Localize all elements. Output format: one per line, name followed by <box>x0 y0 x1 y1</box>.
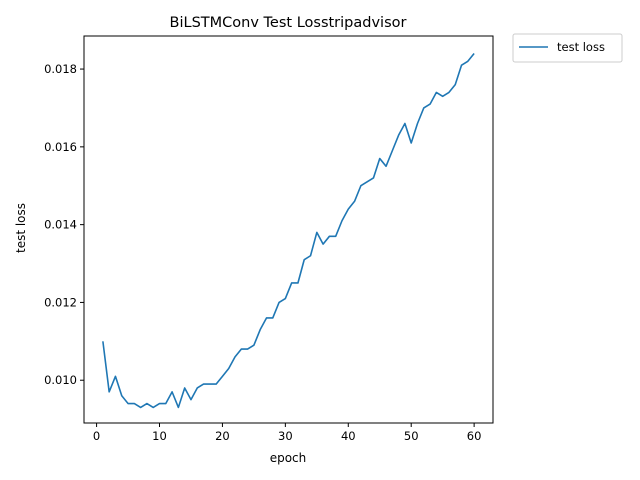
y-tick-label: 0.012 <box>44 295 77 309</box>
plot-area: 0 10 20 30 40 50 60 0.010 0.012 0.014 0.016 0.018 <box>44 35 494 443</box>
chart-title: BiLSTMConv Test Losstripadvisor <box>170 15 407 31</box>
legend: test loss <box>512 33 623 63</box>
y-tick-label: 0.014 <box>44 218 77 232</box>
y-tick-label: 0.016 <box>44 140 77 154</box>
x-tick-label: 0 <box>93 429 100 443</box>
y-tick-label: 0.018 <box>44 62 77 76</box>
legend-label-test-loss: test loss <box>557 40 605 54</box>
y-tick-label: 0.010 <box>44 373 77 387</box>
x-axis-label: epoch <box>270 451 307 465</box>
x-tick-label: 40 <box>341 429 356 443</box>
y-axis-ticks: 0.010 0.012 0.014 0.016 0.018 <box>44 62 84 387</box>
x-tick-label: 60 <box>467 429 482 443</box>
x-tick-label: 30 <box>278 429 293 443</box>
series-group <box>102 52 475 409</box>
y-axis-label: test loss <box>14 203 28 253</box>
series-line-test-loss <box>102 52 475 409</box>
x-axis-ticks: 0 10 20 30 40 50 60 <box>93 423 482 443</box>
legend-frame <box>512 33 623 63</box>
x-tick-label: 10 <box>152 429 167 443</box>
plot-frame <box>83 35 494 424</box>
x-tick-label: 20 <box>215 429 230 443</box>
x-tick-label: 50 <box>404 429 419 443</box>
